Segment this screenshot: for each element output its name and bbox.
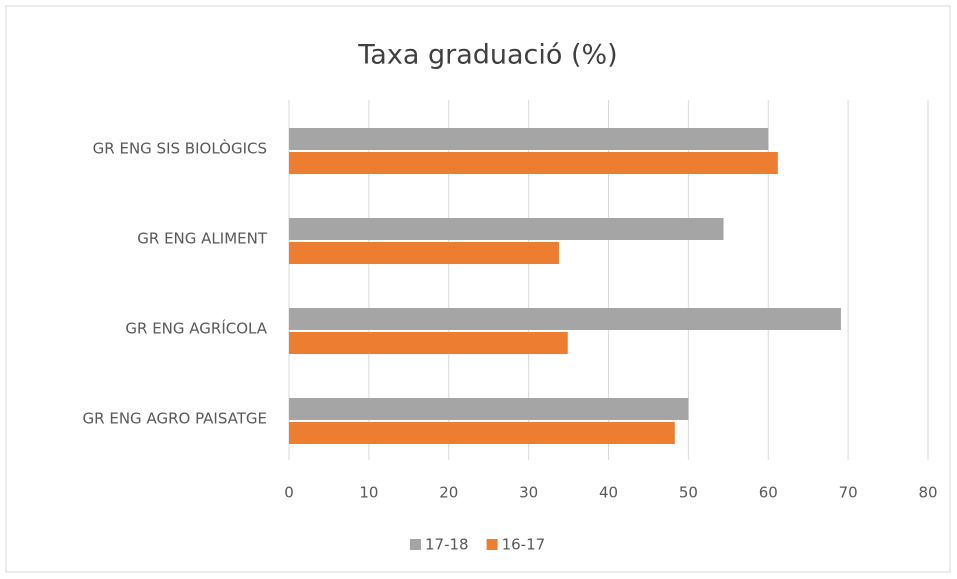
legend-swatch bbox=[486, 539, 498, 550]
x-tick-label: 30 bbox=[519, 484, 538, 502]
x-tick-label: 20 bbox=[439, 484, 458, 502]
legend-label: 16-17 bbox=[502, 536, 546, 554]
bar bbox=[289, 128, 769, 150]
y-tick-label: GR ENG ALIMENT bbox=[137, 230, 268, 248]
bar bbox=[289, 422, 675, 444]
bar bbox=[289, 218, 724, 240]
bar bbox=[289, 308, 841, 330]
x-tick-label: 0 bbox=[284, 484, 294, 502]
legend-swatch bbox=[410, 539, 421, 550]
chart-border bbox=[5, 5, 951, 573]
x-tick-label: 40 bbox=[599, 484, 618, 502]
x-tick-label: 50 bbox=[679, 484, 698, 502]
y-tick-label: GR ENG AGRO PAISATGE bbox=[83, 410, 267, 428]
bar bbox=[289, 398, 689, 420]
bar bbox=[289, 152, 778, 174]
bar bbox=[289, 332, 568, 354]
x-tick-label: 80 bbox=[918, 484, 937, 502]
y-tick-label: GR ENG SIS BIOLÒGICS bbox=[93, 139, 267, 158]
y-tick-label: GR ENG AGRÍCOLA bbox=[125, 319, 267, 338]
bar bbox=[289, 242, 559, 264]
x-tick-label: 10 bbox=[359, 484, 378, 502]
x-tick-label: 60 bbox=[759, 484, 778, 502]
x-tick-label: 70 bbox=[839, 484, 858, 502]
legend-label: 17-18 bbox=[425, 536, 469, 554]
chart-title: Taxa graduació (%) bbox=[357, 40, 617, 71]
